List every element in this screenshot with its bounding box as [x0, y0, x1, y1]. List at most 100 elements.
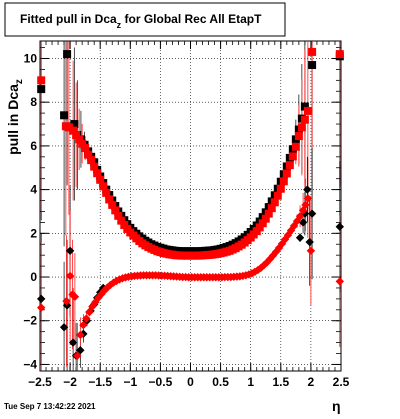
chart-title: Fitted pull in Dcaz for Global Rec All E… — [20, 12, 262, 30]
data-point-diamond — [70, 292, 80, 301]
data-point-diamond — [295, 212, 305, 221]
x-tick-label: 2.5 — [333, 375, 350, 389]
data-point-square — [108, 200, 117, 209]
data-point-diamond — [292, 216, 302, 226]
data-point-diamond — [274, 243, 284, 253]
data-point-square — [117, 216, 126, 225]
title-box — [4, 2, 286, 37]
axis-ticks — [39, 41, 342, 371]
data-point-diamond — [37, 294, 46, 304]
data-point-diamond — [303, 194, 313, 203]
data-point-square — [255, 223, 264, 232]
data-point-square — [70, 120, 79, 129]
tick-labels: −2.5 −2 −1.5 −1 −0.5 0 0.5 1 1.5 2 2.5 −4 −2 0 2 4 6 8 10 — [23, 51, 349, 389]
data-point-square — [78, 139, 87, 148]
x-tick-label: 2 — [308, 375, 315, 389]
y-axis-title-sub: z — [14, 79, 25, 84]
data-point-square — [303, 106, 312, 115]
data-point-square — [300, 102, 309, 111]
chart-title-rest: for Global Rec All EtapT — [121, 12, 262, 26]
data-point-square — [267, 204, 276, 213]
data-point-diamond — [59, 323, 69, 332]
data-point-diamond — [335, 222, 344, 231]
chart-title-main: Fitted pull in Dca — [20, 12, 117, 26]
data-point-square — [63, 50, 72, 59]
data-point-square — [282, 169, 291, 178]
data-point-square — [264, 209, 273, 218]
data-point-square — [93, 169, 102, 178]
data-point-square — [285, 161, 294, 170]
data-point-diamond — [306, 246, 316, 256]
chart-title-sub: z — [117, 20, 122, 30]
data-point-square — [87, 156, 96, 165]
y-tick-label: −2 — [23, 314, 37, 328]
data-point-diamond — [79, 320, 88, 330]
data-point-square — [90, 162, 99, 171]
data-point-square — [69, 126, 78, 135]
y-tick-label: −4 — [23, 357, 37, 371]
data-point-square — [288, 152, 297, 161]
data-point-square — [270, 198, 279, 207]
data-point-square — [99, 182, 108, 191]
data-point-square — [37, 76, 46, 85]
data-point-diamond — [295, 233, 305, 242]
data-point-square — [300, 115, 309, 124]
data-point-square — [297, 123, 306, 132]
data-point-square — [102, 188, 111, 197]
x-tick-label: −2.5 — [28, 375, 52, 389]
y-tick-label: 6 — [30, 139, 37, 153]
data-point-diamond — [37, 303, 46, 312]
data-point-square — [60, 111, 69, 120]
data-point-diamond — [303, 185, 312, 194]
data-point-diamond — [265, 254, 275, 264]
data-point-square — [294, 132, 303, 141]
data-point-square — [335, 50, 344, 59]
y-axis-title-main: pull in Dca — [5, 84, 21, 155]
data-point-diamond — [307, 209, 317, 218]
y-tick-label: 8 — [30, 95, 37, 109]
x-tick-label: −1 — [123, 375, 137, 389]
data-point-square — [261, 214, 270, 223]
data-point-diamond — [68, 338, 78, 347]
data-point-diamond — [298, 218, 308, 227]
data-point-diamond — [62, 296, 71, 306]
data-point-square — [291, 142, 300, 151]
data-point-diamond — [301, 200, 310, 210]
data-point-diamond — [94, 293, 103, 302]
y-tick-label: 0 — [30, 270, 37, 284]
data-point-square — [64, 123, 73, 132]
data-point-square — [96, 175, 105, 184]
data-point-square — [258, 219, 267, 228]
data-point-square — [273, 191, 282, 200]
data-point-diamond — [65, 271, 75, 281]
data-point-square — [308, 47, 317, 56]
data-point-square — [72, 130, 81, 139]
data-point-diamond — [335, 277, 344, 286]
footer-timestamp: Tue Sep 7 13:42:22 2021 — [4, 402, 96, 411]
y-tick-label: 4 — [30, 183, 37, 197]
data-point-square — [75, 135, 84, 144]
data-point-diamond — [106, 280, 115, 290]
data-point-diamond — [76, 346, 85, 355]
data-point-square — [81, 144, 90, 153]
data-point-diamond — [76, 330, 85, 340]
data-point-square — [308, 61, 317, 70]
data-point-diamond — [82, 314, 91, 323]
x-tick-label: −1.5 — [88, 375, 112, 389]
y-axis-title: pull in Dcaz — [5, 79, 25, 155]
y-tick-label: 10 — [24, 51, 38, 65]
x-tick-label: 1 — [247, 375, 254, 389]
y-tick-label: 2 — [30, 226, 37, 240]
x-axis-title: η — [332, 398, 341, 414]
data-point-square — [111, 206, 120, 215]
x-tick-label: 0 — [187, 375, 194, 389]
x-tick-label: −0.5 — [149, 375, 173, 389]
data-markers — [37, 47, 344, 360]
data-point-square — [105, 195, 114, 204]
x-tick-label: 0.5 — [212, 375, 229, 389]
data-point-square — [84, 150, 93, 159]
data-point-square — [37, 85, 46, 94]
data-point-diamond — [85, 307, 94, 317]
